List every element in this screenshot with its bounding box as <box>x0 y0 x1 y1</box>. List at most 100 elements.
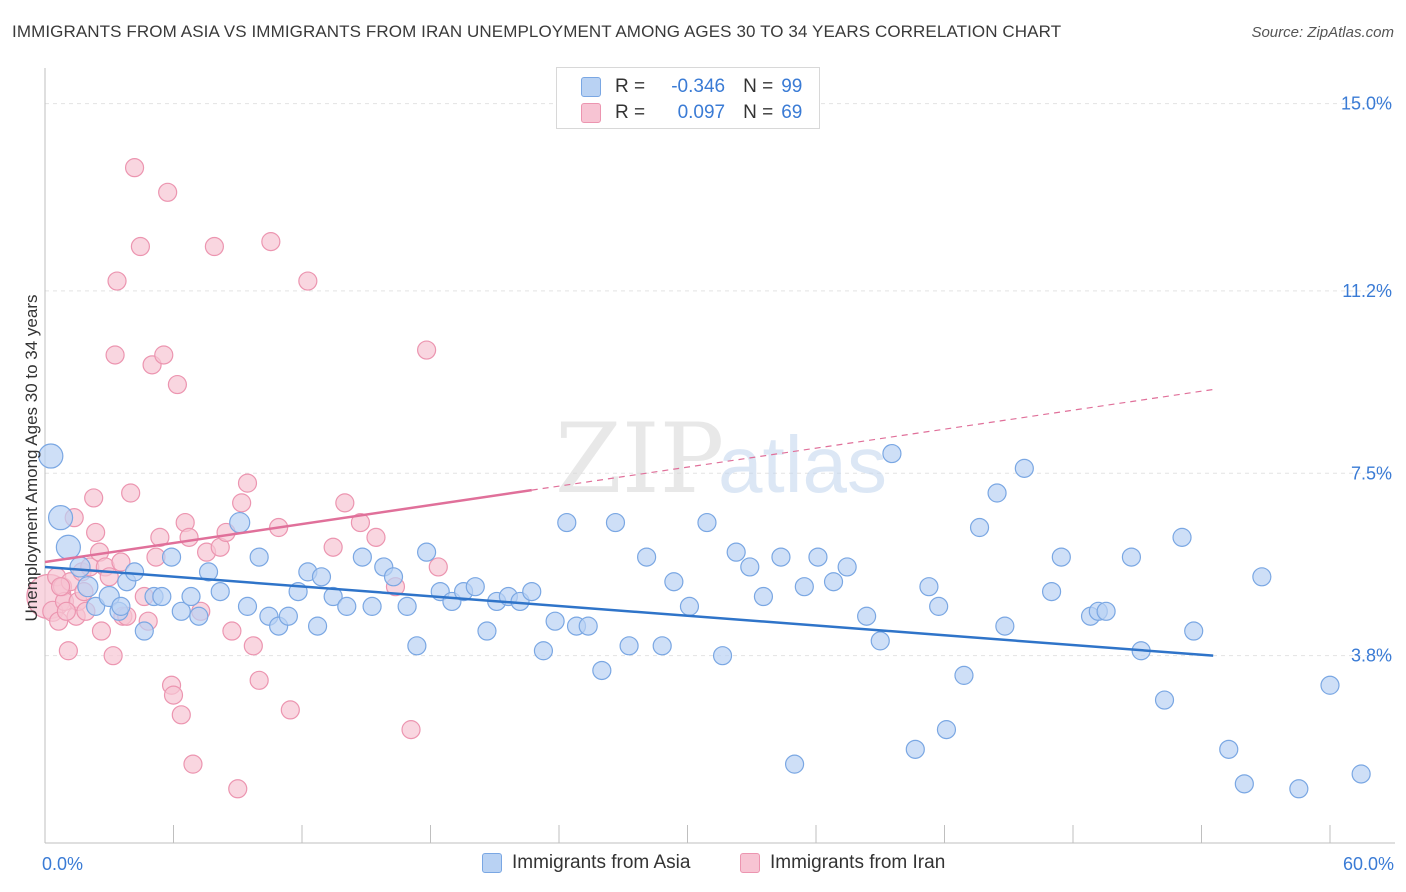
point-asia <box>808 547 828 567</box>
watermark: ZIP atlas <box>555 403 887 515</box>
point-iran <box>350 512 371 533</box>
point-iran <box>280 700 300 720</box>
point-iran <box>158 182 178 202</box>
point-iran <box>91 621 112 641</box>
point-asia <box>740 557 760 577</box>
point-iran <box>237 473 258 493</box>
point-iran <box>163 685 184 705</box>
point-iran <box>366 527 386 547</box>
point-asia <box>771 547 791 567</box>
n-value-iran: 69 <box>781 102 803 123</box>
point-asia <box>726 542 746 562</box>
points-asia <box>38 443 1371 799</box>
chart-source: Source: ZipAtlas.com <box>1251 24 1394 41</box>
point-asia <box>278 606 298 626</box>
point-asia <box>969 517 990 538</box>
point-asia <box>545 611 565 631</box>
point-iran <box>428 557 448 577</box>
point-asia <box>954 665 974 685</box>
point-asia <box>352 547 372 567</box>
point-asia <box>578 616 598 636</box>
point-asia <box>69 556 91 578</box>
point-iran <box>103 646 123 666</box>
point-asia <box>919 577 939 597</box>
point-iran <box>105 345 125 365</box>
point-asia <box>38 443 64 469</box>
x-tick-label-max: 60.0% <box>1343 854 1394 874</box>
point-iran <box>323 537 343 557</box>
point-asia <box>189 606 209 626</box>
point-iran <box>298 271 318 291</box>
point-asia <box>181 586 201 607</box>
watermark-zip: ZIP <box>555 403 724 515</box>
legend-item-iran[interactable]: Immigrants from Iran <box>740 852 945 874</box>
asia-swatch <box>581 77 601 97</box>
watermark-atlas: atlas <box>718 420 887 509</box>
point-asia <box>1252 567 1272 587</box>
legend-item-asia[interactable]: Immigrants from Asia <box>482 852 690 874</box>
point-asia <box>1351 764 1371 784</box>
r-label-asia: R = <box>615 76 646 97</box>
point-asia <box>1219 739 1239 759</box>
point-asia <box>882 443 902 464</box>
point-asia <box>557 512 577 533</box>
point-asia <box>1184 621 1204 641</box>
legend-label-iran: Immigrants from Iran <box>770 852 946 873</box>
point-iran <box>167 374 187 395</box>
point-asia <box>522 581 542 602</box>
point-asia <box>1234 774 1254 794</box>
point-asia <box>784 754 805 774</box>
point-asia <box>210 581 230 602</box>
point-asia <box>619 636 639 656</box>
n-value-asia: 99 <box>781 76 803 97</box>
point-asia <box>1014 458 1034 478</box>
point-asia <box>823 572 844 592</box>
point-asia <box>55 534 81 560</box>
point-iran <box>150 527 170 547</box>
point-asia <box>1172 527 1192 547</box>
trend-layer <box>44 388 1214 657</box>
y-axis-label: Unemployment Among Ages 30 to 34 years <box>22 295 41 622</box>
point-iran <box>107 271 127 291</box>
point-iran <box>58 641 78 661</box>
legend-swatch-asia <box>482 853 502 873</box>
point-asia <box>1041 581 1062 602</box>
label-layer: 3.8% 7.5% 11.2% 15.0% 0.0% 60.0% Unemployment … <box>22 94 1394 874</box>
point-asia <box>592 660 612 681</box>
point-asia <box>111 596 131 616</box>
point-iran <box>183 754 203 774</box>
point-iran <box>243 636 263 656</box>
r-value-iran: 0.097 <box>677 102 726 123</box>
point-asia <box>870 631 890 651</box>
point-iran <box>130 236 151 257</box>
trend-line-iran <box>44 488 532 564</box>
chart-title: IMMIGRANTS FROM ASIA VS IMMIGRANTS FROM … <box>12 22 1062 41</box>
legend-swatch-iran <box>740 853 760 873</box>
point-asia <box>124 562 145 582</box>
point-asia <box>397 596 417 616</box>
point-iran <box>204 236 224 257</box>
point-asia <box>987 483 1007 503</box>
point-asia <box>1051 547 1071 567</box>
y-tick-label: 7.5% <box>1351 463 1392 483</box>
point-asia <box>337 596 357 616</box>
point-iran <box>261 232 281 252</box>
point-iran <box>124 158 145 178</box>
point-asia <box>134 621 154 641</box>
point-iran <box>222 621 242 641</box>
point-asia <box>1320 675 1340 695</box>
point-asia <box>311 567 332 587</box>
point-asia <box>794 577 814 597</box>
point-asia <box>477 621 497 641</box>
grid-layer <box>45 103 1390 657</box>
point-iran <box>232 493 252 513</box>
y-tick-label: 15.0% <box>1341 94 1392 114</box>
point-asia <box>362 596 382 616</box>
point-asia <box>637 547 657 567</box>
point-iran <box>154 345 174 365</box>
point-iran <box>56 601 77 621</box>
iran-swatch <box>581 103 601 123</box>
point-asia <box>77 576 99 598</box>
x-tick-label-min: 0.0% <box>42 854 83 874</box>
point-asia <box>1121 547 1142 567</box>
